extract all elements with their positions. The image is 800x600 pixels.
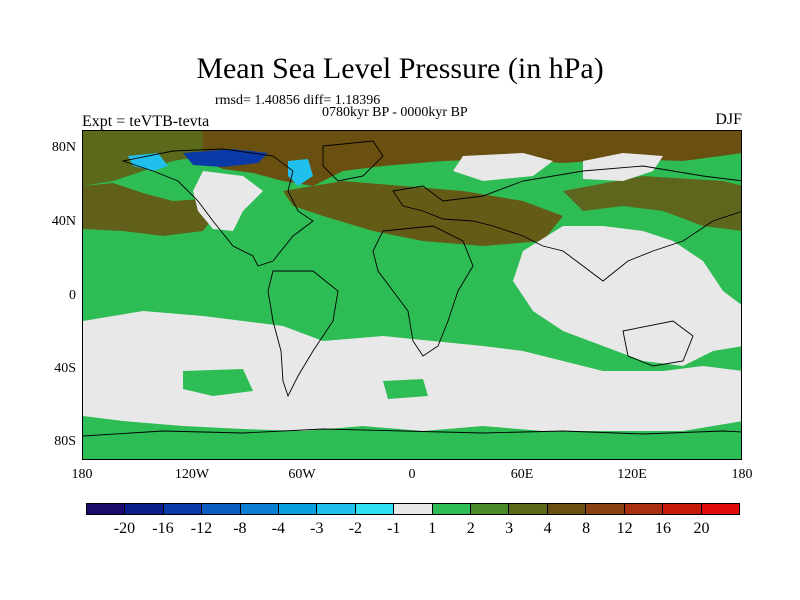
colorbar-label: 12 (616, 520, 633, 537)
field-pacific-brown (83, 183, 218, 236)
colorbar-swatch (701, 504, 739, 514)
colorbar-swatch (547, 504, 587, 514)
y-tick-0: 0 (69, 288, 76, 303)
field-neutral-southern (83, 311, 741, 436)
colorbar-swatch (394, 504, 433, 514)
colorbar-swatch (509, 504, 548, 514)
colorbar-label: 16 (655, 520, 672, 537)
colorbar-label: -8 (233, 520, 247, 537)
period-text: 0780kyr BP - 0000kyr BP (322, 105, 468, 120)
map-title: Mean Sea Level Pressure (in hPa) (196, 52, 604, 85)
field-low-alaska (128, 153, 168, 171)
y-tick-40s: 40S (54, 361, 76, 376)
colorbar-swatch (586, 504, 625, 514)
experiment-label: Expt = teVTB-tevta (82, 113, 210, 130)
colorbar-swatch (355, 504, 395, 514)
field-neutral-na (193, 171, 263, 231)
stats-text: rmsd= 1.40856 diff= 1.18396 (215, 93, 381, 108)
colorbar-label: -4 (271, 520, 285, 537)
colorbar-label: 4 (543, 520, 552, 537)
field-low-labrador (288, 159, 313, 186)
colorbar-label: 20 (693, 520, 710, 537)
map-canvas (83, 131, 741, 459)
colorbar-label: -1 (387, 520, 401, 537)
colorbar-swatch (240, 504, 280, 514)
x-tick-60e: 60E (510, 467, 534, 482)
colorbar-label: -16 (152, 520, 174, 537)
colorbar-swatch (202, 504, 241, 514)
colorbar-label: -2 (348, 520, 362, 537)
colorbar-label: -12 (190, 520, 213, 537)
field-antarctic (83, 431, 741, 459)
y-tick-80n: 80N (51, 140, 76, 155)
field-south-patch-1 (183, 369, 253, 396)
pressure-map (82, 130, 742, 460)
x-tick-60w: 60W (288, 467, 316, 482)
x-tick-180e: 180 (731, 467, 753, 482)
field-atlantic-brown (283, 181, 563, 246)
colorbar-swatch (471, 504, 510, 514)
field-low-greenland (183, 149, 268, 167)
colorbar-label: 8 (582, 520, 591, 537)
colorbar-label: 2 (466, 520, 475, 537)
field-neutral-indian (513, 226, 741, 366)
colorbar-swatch (432, 504, 472, 514)
colorbar-label: -3 (310, 520, 324, 537)
colorbar-label: 3 (505, 520, 514, 537)
field-siberia-brown (563, 176, 741, 231)
x-tick-0: 0 (408, 467, 416, 482)
x-tick-180w: 180 (71, 467, 93, 482)
y-tick-80s: 80S (54, 434, 76, 449)
field-neutral-siberia (583, 153, 663, 181)
y-tick-40n: 40N (51, 214, 76, 229)
field-south-patch-2 (383, 379, 428, 399)
colorbar-swatch (87, 504, 126, 514)
field-neutral-arctic (453, 153, 553, 181)
colorbar (86, 503, 740, 515)
colorbar-swatch (125, 504, 164, 514)
colorbar-swatch (279, 504, 318, 514)
x-tick-120w: 120W (174, 467, 210, 482)
colorbar-swatch (163, 504, 203, 514)
colorbar-label: -20 (113, 520, 136, 537)
colorbar-swatch (663, 504, 702, 514)
x-tick-120e: 120E (617, 467, 647, 482)
coastlines (83, 140, 741, 437)
colorbar-label: 1 (428, 520, 437, 537)
colorbar-swatch (317, 504, 356, 514)
season-label: DJF (715, 111, 742, 128)
colorbar-swatch (624, 504, 664, 514)
